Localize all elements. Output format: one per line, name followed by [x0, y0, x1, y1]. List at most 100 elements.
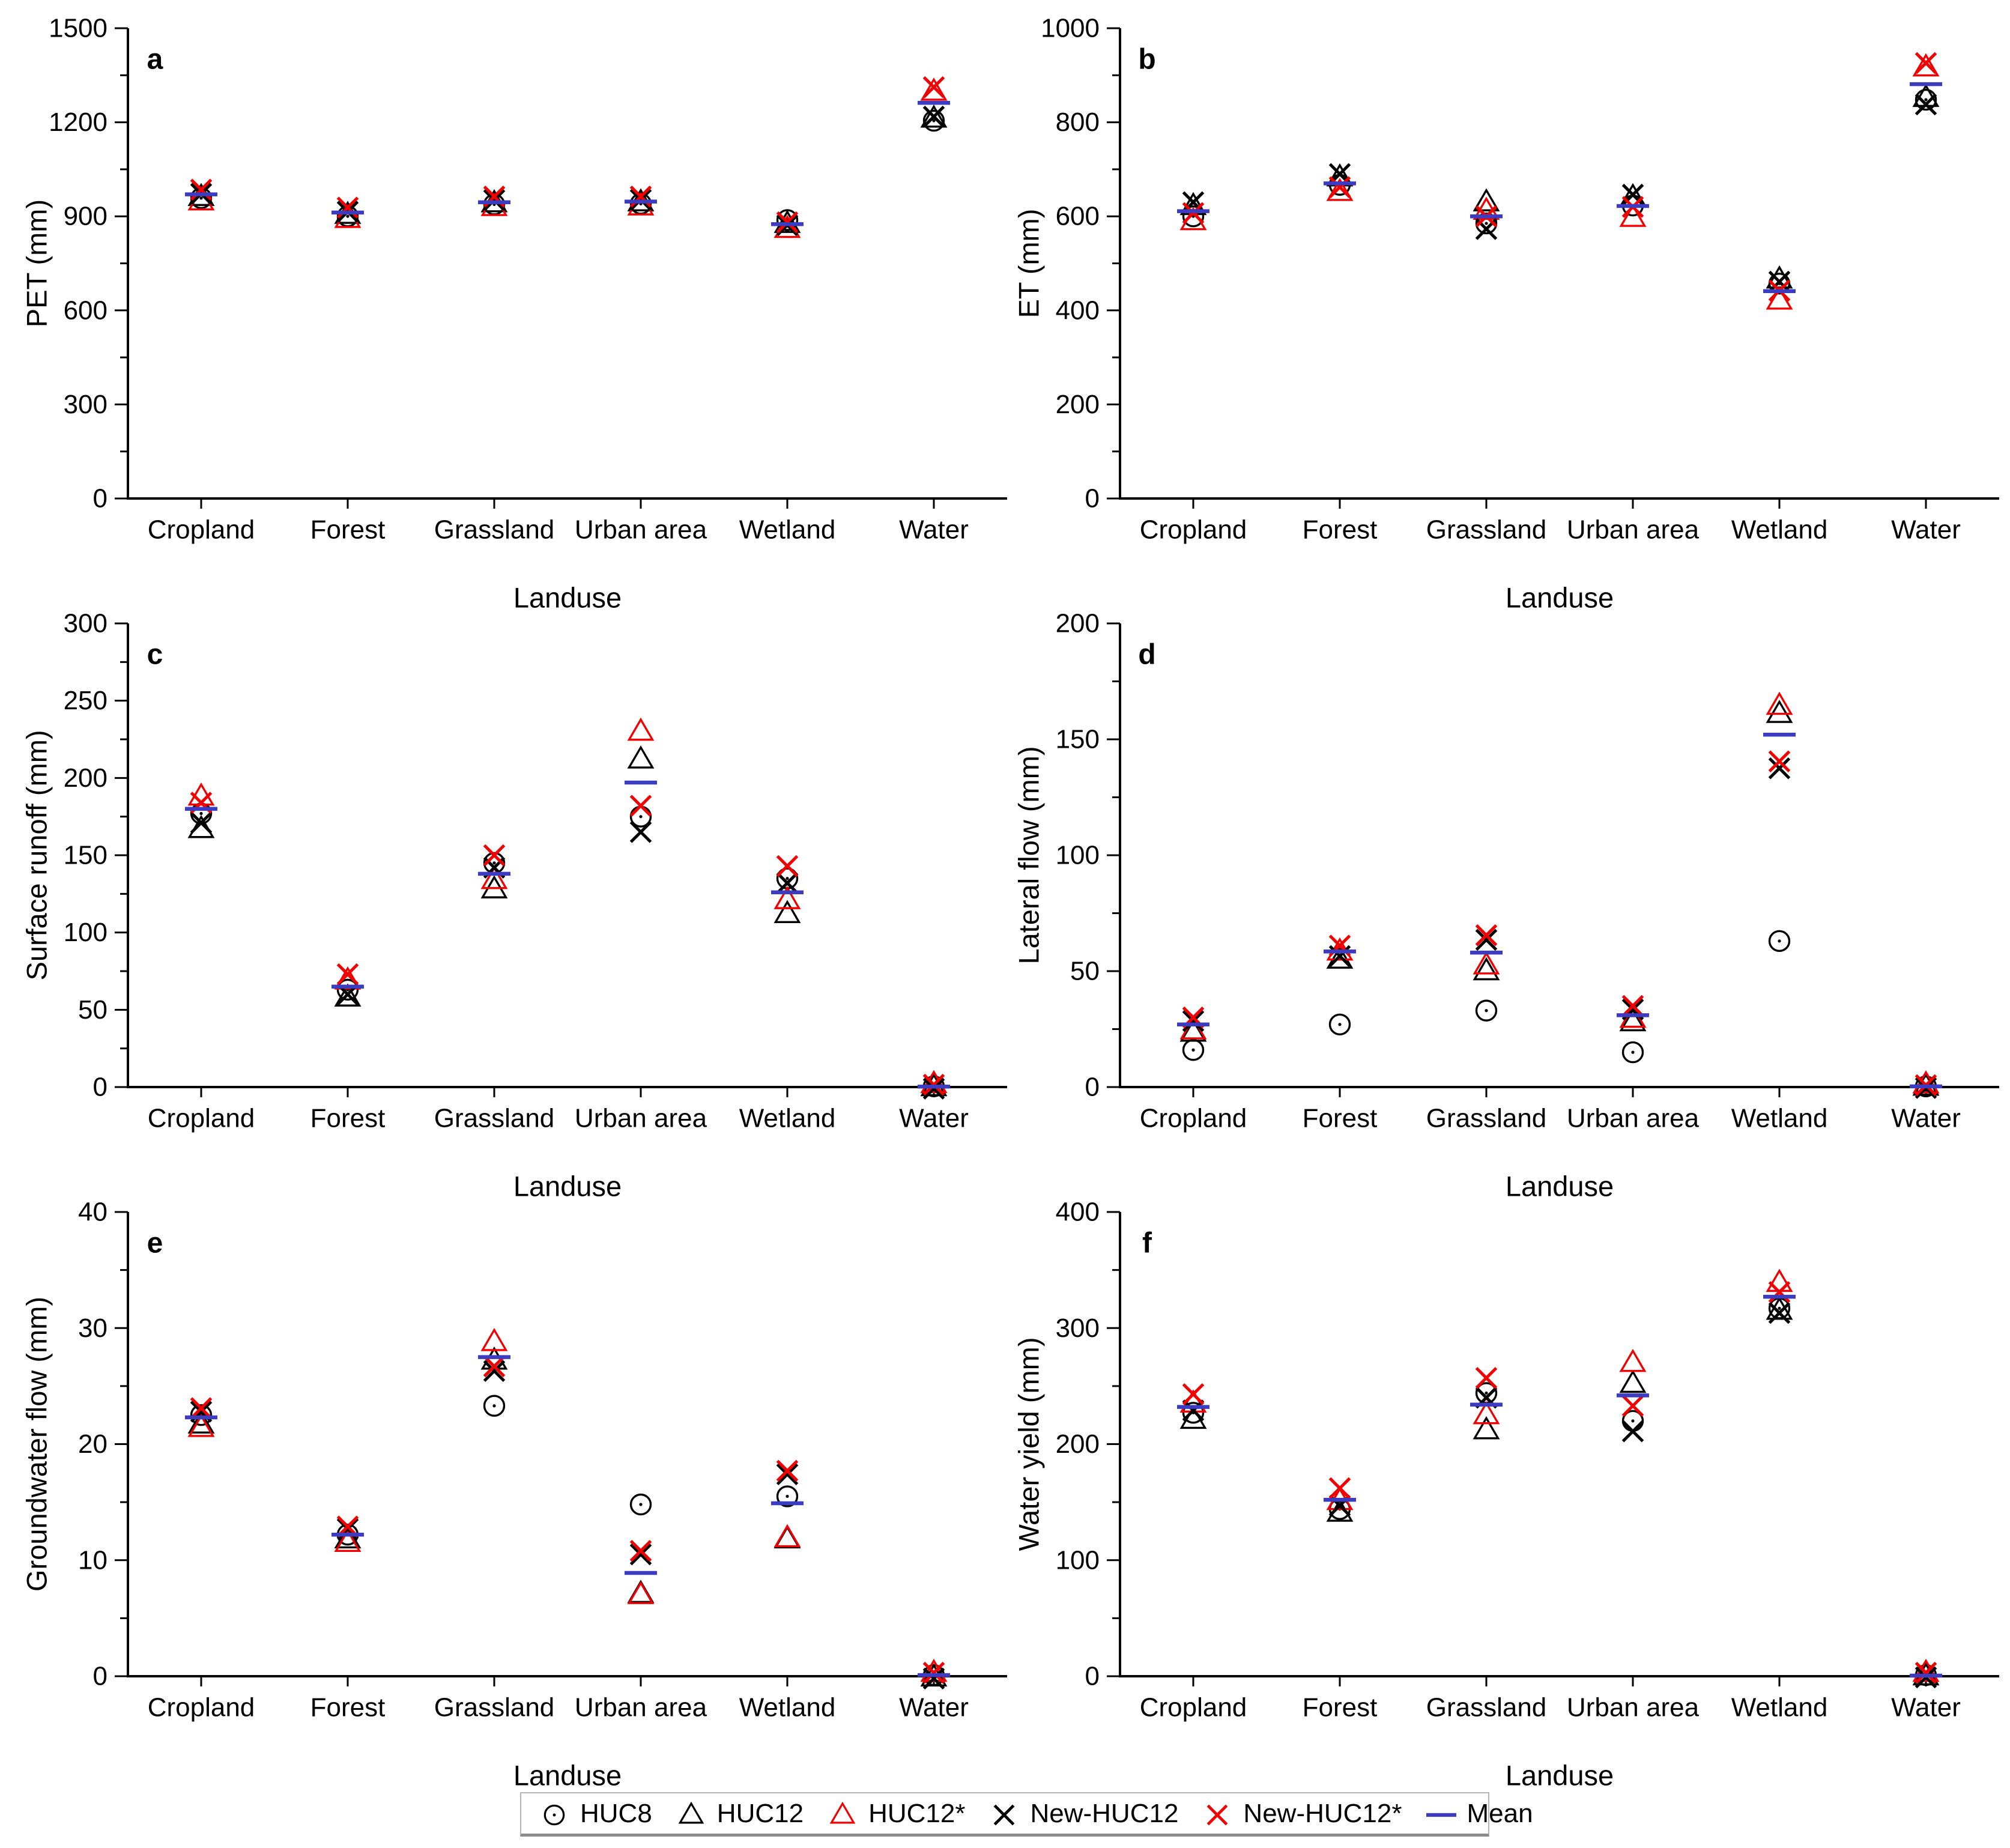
huc12*-wetland-marker [1766, 691, 1793, 715]
triangle-marker-icon [1326, 178, 1354, 201]
circle-marker-icon [483, 1395, 506, 1417]
series-Mean [185, 1355, 950, 1677]
x-category-label: Water [899, 1693, 969, 1722]
triangle-marker-icon [1619, 1348, 1647, 1372]
x-axis-title: Landuse [513, 1171, 622, 1202]
legend-item-new-huc12: New-HUC12 [989, 1799, 1178, 1829]
new-huc12*-grassland-marker [483, 844, 506, 867]
x-axis-title: Landuse [1506, 582, 1614, 614]
x-marker-icon [1475, 929, 1498, 951]
panel-f: 0 100 200 300 400 Cropland Forest Grassland Urba… [1013, 1198, 1999, 1792]
x-category-label: Cropland [1140, 515, 1247, 545]
x-category-label: Water [1891, 515, 1961, 545]
triangle-marker-icon [187, 1414, 215, 1437]
huc12*-urban-area-marker [627, 1581, 655, 1604]
new-huc12*-wetland-marker [1768, 750, 1791, 772]
y-tick-label: 600 [64, 295, 107, 325]
circle-center-dot-icon [1778, 939, 1781, 943]
panel-b: 0 200 400 600 800 1000 Cropland Forest Grassland… [1013, 14, 1999, 614]
x-marker-icon [1328, 1477, 1351, 1500]
huc12*-urban-area-marker [1619, 1348, 1647, 1372]
huc12-wetland-marker [773, 1525, 801, 1549]
new-huc12*-wetland-marker [1768, 1281, 1791, 1303]
legend-item-mean: Mean [1426, 1799, 1533, 1829]
x-marker-icon [776, 872, 799, 894]
x-marker-icon [190, 1397, 213, 1419]
x-category-label: Wetland [1731, 515, 1828, 545]
huc12*-grassland-marker [480, 865, 508, 889]
legend: HUC8 HUC12 HUC12* New-HUC12 New-HUC12* Mean [520, 1792, 1533, 1837]
y-tick-label: 40 [78, 1198, 107, 1227]
y-tick-label: 100 [1056, 841, 1100, 870]
x-marker-icon [483, 844, 506, 867]
y-tick-label: 200 [64, 763, 107, 793]
x-marker-icon [922, 76, 945, 98]
series-Mean [1177, 82, 1942, 293]
x-marker-icon [1915, 1661, 1937, 1684]
new-huc12*-grassland-marker [483, 1355, 506, 1378]
x-glyph [994, 1804, 1015, 1825]
x-marker-icon [1207, 1804, 1228, 1825]
series-New-HUC12* [190, 1355, 945, 1684]
triangle-marker-icon [1619, 204, 1647, 227]
circle-center-dot-icon [1924, 98, 1928, 101]
x-marker-icon [629, 1540, 652, 1562]
huc12-wetland-marker [773, 210, 801, 233]
y-axis-title-group: Groundwater flow (mm) [21, 1297, 53, 1592]
triangle-marker-icon [1619, 1008, 1647, 1032]
panel-e: 0 10 20 30 40 Cropland Forest Grassland Urban ar… [21, 1198, 1007, 1792]
series-Mean [185, 100, 950, 226]
huc12-water-marker [920, 104, 948, 128]
x-category-label: Water [899, 515, 969, 545]
y-tick-label: 1500 [49, 14, 107, 43]
y-tick-label: 200 [1056, 1429, 1100, 1459]
triangle-marker-icon [829, 1801, 856, 1823]
y-axis-title-group: Lateral flow (mm) [1013, 746, 1045, 964]
y-tick-label: 400 [1056, 1198, 1100, 1227]
triangle-legend-icon [676, 1799, 706, 1829]
x-marker-icon [922, 1077, 945, 1100]
x-legend-icon [989, 1799, 1019, 1829]
circle-center-dot-icon [932, 119, 936, 123]
triangle-glyph [829, 1801, 856, 1823]
series-HUC12* [1179, 691, 1940, 1094]
huc12-grassland-marker [1473, 1416, 1500, 1440]
circle-center-dot-icon [786, 1494, 789, 1498]
x-axis-title: Landuse [1506, 1171, 1614, 1202]
y-tick-label: 0 [1085, 1073, 1100, 1102]
series-HUC12 [187, 1346, 948, 1687]
series-HUC12* [1179, 1268, 1940, 1682]
x-category-label: Cropland [1140, 1104, 1247, 1133]
triangle-marker-icon [1912, 53, 1940, 77]
circle-dot-legend-icon [539, 1799, 569, 1829]
triangle-marker-icon [1766, 691, 1793, 715]
circle-marker-icon [1328, 1013, 1351, 1035]
x-axis-title: Landuse [1506, 1760, 1614, 1792]
y-tick-label: 300 [1056, 1313, 1100, 1343]
y-tick-label: 300 [64, 609, 107, 638]
x-legend-icon [1202, 1799, 1232, 1829]
series-New-HUC12* [190, 76, 945, 234]
triangle-marker-icon [480, 1328, 508, 1351]
triangle-marker-icon [773, 210, 801, 233]
x-marker-icon [1768, 757, 1791, 780]
x-marker-icon [1915, 52, 1937, 74]
series-Mean [1177, 733, 1942, 1089]
x-category-label: Cropland [148, 1693, 255, 1722]
new-huc12*-urban-area-marker [1621, 995, 1644, 1017]
huc12*-wetland-marker [773, 1524, 801, 1548]
triangle-marker-icon [920, 104, 948, 128]
y-tick-label: 100 [1056, 1545, 1100, 1575]
panel-letter: c [147, 639, 163, 671]
x-marker-icon [776, 855, 799, 877]
huc12-forest-marker [334, 983, 362, 1007]
huc12-cropland-marker [1179, 1018, 1207, 1042]
triangle-icon [829, 1801, 856, 1823]
new-huc12-wetland-marker [1768, 1301, 1791, 1324]
triangle-marker-icon [627, 717, 655, 741]
x-category-label: Forest [310, 515, 386, 545]
huc12-urban-area-marker [1619, 1369, 1647, 1393]
panel-d: 0 50 100 150 200 Cropland Forest Grassland Urban… [1013, 609, 1999, 1202]
circle-center-dot-icon [199, 811, 203, 816]
huc8-urban-area-marker [1621, 1041, 1644, 1064]
